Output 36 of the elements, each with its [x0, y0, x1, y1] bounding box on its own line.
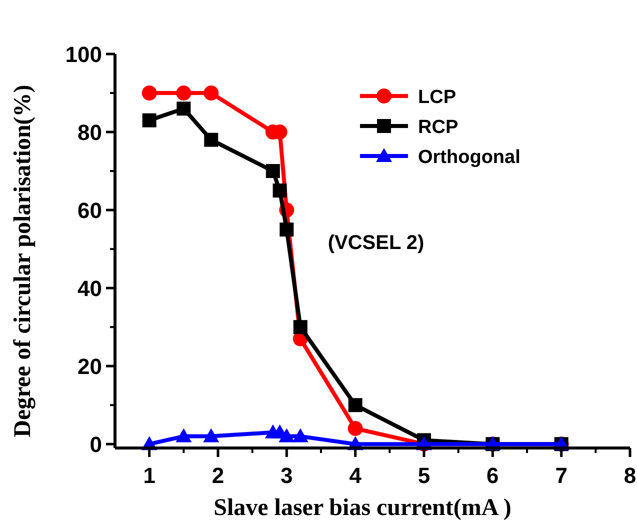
x-tick-label: 6 — [486, 463, 499, 488]
point — [266, 164, 280, 178]
point — [142, 86, 157, 101]
point — [348, 420, 363, 436]
point — [278, 428, 295, 442]
x-axis-title: Slave laser bias current(mA ) — [214, 495, 512, 521]
y-tick-label: 100 — [65, 42, 102, 67]
x-tick-label: 3 — [280, 463, 293, 488]
y-tick-label: 40 — [78, 276, 102, 302]
x-tick-label: 7 — [555, 463, 568, 488]
legend-label: RCP — [418, 117, 458, 138]
point — [176, 428, 192, 442]
point — [348, 398, 362, 412]
point — [142, 113, 156, 128]
point — [292, 428, 308, 442]
point — [204, 86, 219, 101]
x-tick-label: 4 — [349, 463, 362, 488]
x-tick-label: 1 — [143, 463, 156, 488]
x-tick-label: 8 — [624, 463, 636, 488]
x-tick-label: 2 — [212, 463, 224, 488]
legend-label: LCP — [418, 87, 456, 108]
point — [176, 86, 192, 101]
y-tick-label: 80 — [78, 120, 102, 146]
y-tick-label: 20 — [78, 354, 102, 380]
point — [203, 428, 220, 442]
y-tick-label: 60 — [78, 198, 102, 224]
point — [293, 320, 308, 334]
y-axis-title: Degree of circular polarisation(%) — [10, 84, 36, 438]
point — [272, 184, 287, 198]
annotation: (VCSEL 2) — [328, 232, 424, 254]
x-tick-label: 5 — [418, 463, 430, 488]
y-tick-label: 0 — [90, 432, 102, 458]
point — [176, 102, 191, 116]
legend-label: Orthogonal — [418, 147, 520, 168]
point — [204, 132, 218, 147]
point — [280, 222, 294, 237]
